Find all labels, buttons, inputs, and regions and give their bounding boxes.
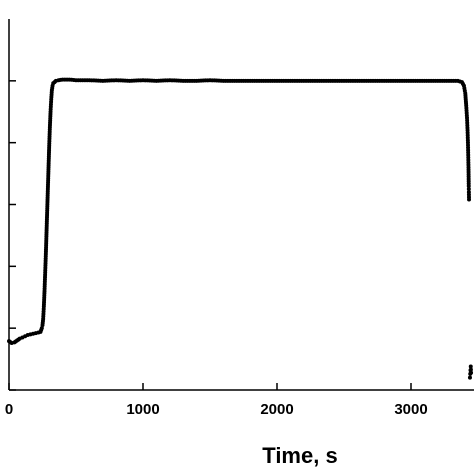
data-point bbox=[466, 187, 471, 192]
data-point bbox=[39, 326, 44, 331]
x-axis-title: Time, s bbox=[262, 443, 337, 468]
y-ticks bbox=[9, 80, 16, 391]
data-point bbox=[467, 375, 472, 380]
data-point bbox=[467, 197, 472, 202]
x-ticks: 0 1000 2000 3000 bbox=[5, 383, 428, 418]
x-tick-label: 2000 bbox=[260, 401, 293, 418]
data-point bbox=[466, 183, 471, 188]
data-point bbox=[468, 364, 473, 369]
plot-area: 0 1000 2000 3000 bbox=[5, 19, 474, 418]
data-point bbox=[468, 367, 473, 372]
x-tick-label: 3000 bbox=[394, 401, 427, 418]
data-point bbox=[469, 370, 474, 375]
data-points bbox=[7, 77, 474, 380]
x-tick-label: 0 bbox=[5, 401, 13, 418]
x-tick-label: 1000 bbox=[126, 401, 159, 418]
